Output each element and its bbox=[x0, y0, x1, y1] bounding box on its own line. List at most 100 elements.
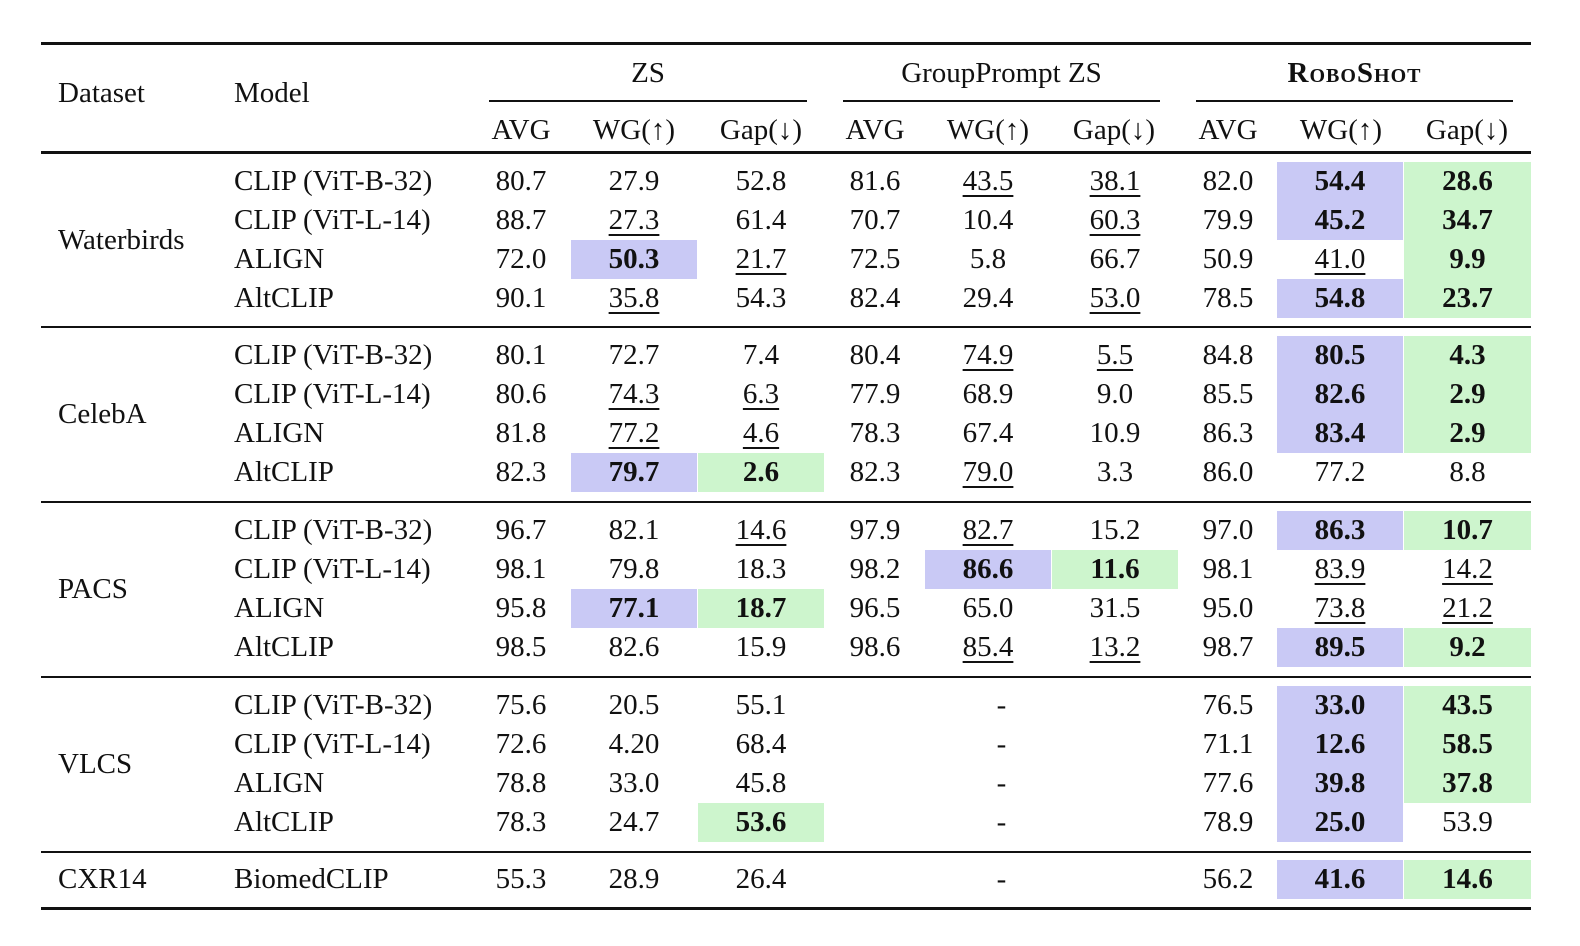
cell-groupprompt-wg: 29.4 bbox=[962, 282, 1014, 314]
cell-roboshot-avg: 95.0 bbox=[1202, 592, 1254, 624]
cell-groupprompt-wg: 5.8 bbox=[969, 243, 1007, 275]
cell-roboshot-gap: 23.7 bbox=[1404, 279, 1531, 318]
cell-roboshot-gap: 14.2 bbox=[1442, 553, 1493, 585]
cell-roboshot-wg: 83.4 bbox=[1277, 414, 1403, 453]
cell-roboshot-avg: 76.5 bbox=[1202, 689, 1254, 721]
cell-zs-gap: 6.3 bbox=[742, 378, 780, 410]
cell-roboshot-avg: 56.2 bbox=[1202, 863, 1254, 895]
cell-roboshot-gap: 34.7 bbox=[1404, 201, 1531, 240]
cell-roboshot-gap: 2.9 bbox=[1404, 375, 1531, 414]
cell-zs-wg: 50.3 bbox=[571, 240, 697, 279]
cell-roboshot-gap: 21.2 bbox=[1442, 592, 1493, 624]
cell-roboshot-avg: 50.9 bbox=[1202, 243, 1254, 275]
cell-groupprompt-gap: 38.1 bbox=[1089, 165, 1141, 197]
cell-groupprompt-wg: - bbox=[996, 806, 1007, 838]
cell-roboshot-gap: 58.5 bbox=[1404, 725, 1531, 764]
cell-roboshot-wg: 33.0 bbox=[1277, 686, 1403, 725]
cell-groupprompt-avg: 96.5 bbox=[849, 592, 901, 624]
model-name: CLIP (ViT-L-14) bbox=[234, 553, 431, 585]
cell-zs-avg: 72.6 bbox=[495, 728, 547, 760]
dataset-label: PACS bbox=[58, 572, 128, 605]
cell-roboshot-wg: 45.2 bbox=[1277, 201, 1403, 240]
cell-zs-wg: 72.7 bbox=[608, 339, 660, 371]
cell-zs-wg: 77.2 bbox=[608, 417, 660, 449]
cell-zs-avg: 98.5 bbox=[495, 631, 547, 663]
table-row: AltCLIP 98.5 82.6 15.9 98.6 85.4 13.2 98.7 89.5 9… bbox=[0, 628, 1580, 667]
cell-zs-wg: 4.20 bbox=[608, 728, 660, 760]
cell-roboshot-wg: 39.8 bbox=[1277, 764, 1403, 803]
cell-roboshot-gap: 14.6 bbox=[1404, 860, 1531, 899]
cell-groupprompt-avg: 98.2 bbox=[849, 553, 901, 585]
cell-groupprompt-wg: 86.6 bbox=[925, 550, 1051, 589]
table-row: CLIP (ViT-B-32) 75.6 20.5 55.1 - 76.5 33.0 43.5 bbox=[0, 686, 1580, 725]
cell-zs-gap: 2.6 bbox=[698, 453, 824, 492]
cell-roboshot-gap: 2.9 bbox=[1404, 414, 1531, 453]
subheader-zs-avg: AVG bbox=[491, 114, 551, 146]
cell-zs-avg: 55.3 bbox=[495, 863, 547, 895]
table-row: CLIP (ViT-L-14) 72.6 4.20 68.4 - 71.1 12.6 58.5 bbox=[0, 725, 1580, 764]
cell-zs-gap: 18.7 bbox=[698, 589, 824, 628]
cell-groupprompt-wg: - bbox=[996, 689, 1007, 721]
cell-zs-wg: 74.3 bbox=[608, 378, 660, 410]
cell-roboshot-wg: 25.0 bbox=[1277, 803, 1403, 842]
subheader-roboshot-gap: Gap(↓) bbox=[1425, 114, 1509, 146]
subheader-groupprompt-gap: Gap(↓) bbox=[1072, 114, 1156, 146]
cell-roboshot-gap: 53.9 bbox=[1442, 806, 1493, 838]
cell-roboshot-wg: 54.8 bbox=[1277, 279, 1403, 318]
cell-zs-avg: 72.0 bbox=[495, 243, 547, 275]
cell-groupprompt-avg: 77.9 bbox=[849, 378, 901, 410]
header-bottom-rule bbox=[41, 151, 1531, 154]
cell-zs-wg: 82.6 bbox=[608, 631, 660, 663]
cell-zs-gap: 18.3 bbox=[735, 553, 787, 585]
cell-roboshot-wg: 73.8 bbox=[1314, 592, 1366, 624]
cell-groupprompt-gap: 31.5 bbox=[1089, 592, 1141, 624]
cell-roboshot-wg: 89.5 bbox=[1277, 628, 1403, 667]
cell-zs-avg: 95.8 bbox=[495, 592, 547, 624]
cell-groupprompt-avg: 81.6 bbox=[849, 165, 901, 197]
cell-groupprompt-gap: 60.3 bbox=[1089, 204, 1141, 236]
cell-roboshot-avg: 82.0 bbox=[1202, 165, 1254, 197]
dataset-label: CXR14 bbox=[58, 863, 147, 895]
cell-groupprompt-wg: 74.9 bbox=[962, 339, 1014, 371]
dataset-label: CelebA bbox=[58, 397, 147, 430]
cell-roboshot-avg: 84.8 bbox=[1202, 339, 1254, 371]
cell-roboshot-avg: 77.6 bbox=[1202, 767, 1254, 799]
cell-groupprompt-wg: 85.4 bbox=[962, 631, 1014, 663]
cell-zs-wg: 27.3 bbox=[608, 204, 660, 236]
cell-groupprompt-gap: 10.9 bbox=[1089, 417, 1141, 449]
model-name: BiomedCLIP bbox=[234, 863, 389, 895]
cell-zs-wg: 82.1 bbox=[608, 514, 660, 546]
cell-zs-avg: 80.7 bbox=[495, 165, 547, 197]
cell-zs-wg: 27.9 bbox=[608, 165, 660, 197]
section-rule bbox=[41, 851, 1531, 853]
cell-groupprompt-wg: - bbox=[996, 767, 1007, 799]
subheader-zs-wg: WG(↑) bbox=[592, 114, 676, 146]
cell-groupprompt-avg: 97.9 bbox=[849, 514, 901, 546]
cell-zs-gap: 45.8 bbox=[735, 767, 787, 799]
table-row: ALIGN 78.8 33.0 45.8 - 77.6 39.8 37.8 bbox=[0, 764, 1580, 803]
table-row: CLIP (ViT-B-32) 96.7 82.1 14.6 97.9 82.7 15.2 9… bbox=[0, 511, 1580, 550]
cell-roboshot-avg: 85.5 bbox=[1202, 378, 1254, 410]
cell-roboshot-gap: 10.7 bbox=[1404, 511, 1531, 550]
cell-zs-gap: 15.9 bbox=[735, 631, 787, 663]
group-rule-zs bbox=[489, 100, 807, 102]
cell-zs-avg: 80.1 bbox=[495, 339, 547, 371]
cell-zs-gap: 14.6 bbox=[735, 514, 787, 546]
table-row: CLIP (ViT-L-14) 80.6 74.3 6.3 77.9 68.9 9.0 85.… bbox=[0, 375, 1580, 414]
cell-roboshot-gap: 9.9 bbox=[1404, 240, 1531, 279]
cell-roboshot-avg: 78.9 bbox=[1202, 806, 1254, 838]
model-name: CLIP (ViT-B-32) bbox=[234, 514, 433, 546]
table-row: AltCLIP 90.1 35.8 54.3 82.4 29.4 53.0 78.5 54.8 2… bbox=[0, 279, 1580, 318]
cell-groupprompt-wg: 10.4 bbox=[962, 204, 1014, 236]
cell-zs-gap: 54.3 bbox=[735, 282, 787, 314]
cell-groupprompt-avg: 72.5 bbox=[849, 243, 901, 275]
section-rule bbox=[41, 501, 1531, 503]
cell-zs-wg: 35.8 bbox=[608, 282, 660, 314]
model-name: CLIP (ViT-L-14) bbox=[234, 378, 431, 410]
subheader-roboshot-avg: AVG bbox=[1198, 114, 1258, 146]
model-name: CLIP (ViT-B-32) bbox=[234, 689, 433, 721]
subheader-roboshot-wg: WG(↑) bbox=[1299, 114, 1383, 146]
model-name: CLIP (ViT-L-14) bbox=[234, 728, 431, 760]
cell-zs-gap: 26.4 bbox=[735, 863, 787, 895]
cell-groupprompt-avg: 70.7 bbox=[849, 204, 901, 236]
